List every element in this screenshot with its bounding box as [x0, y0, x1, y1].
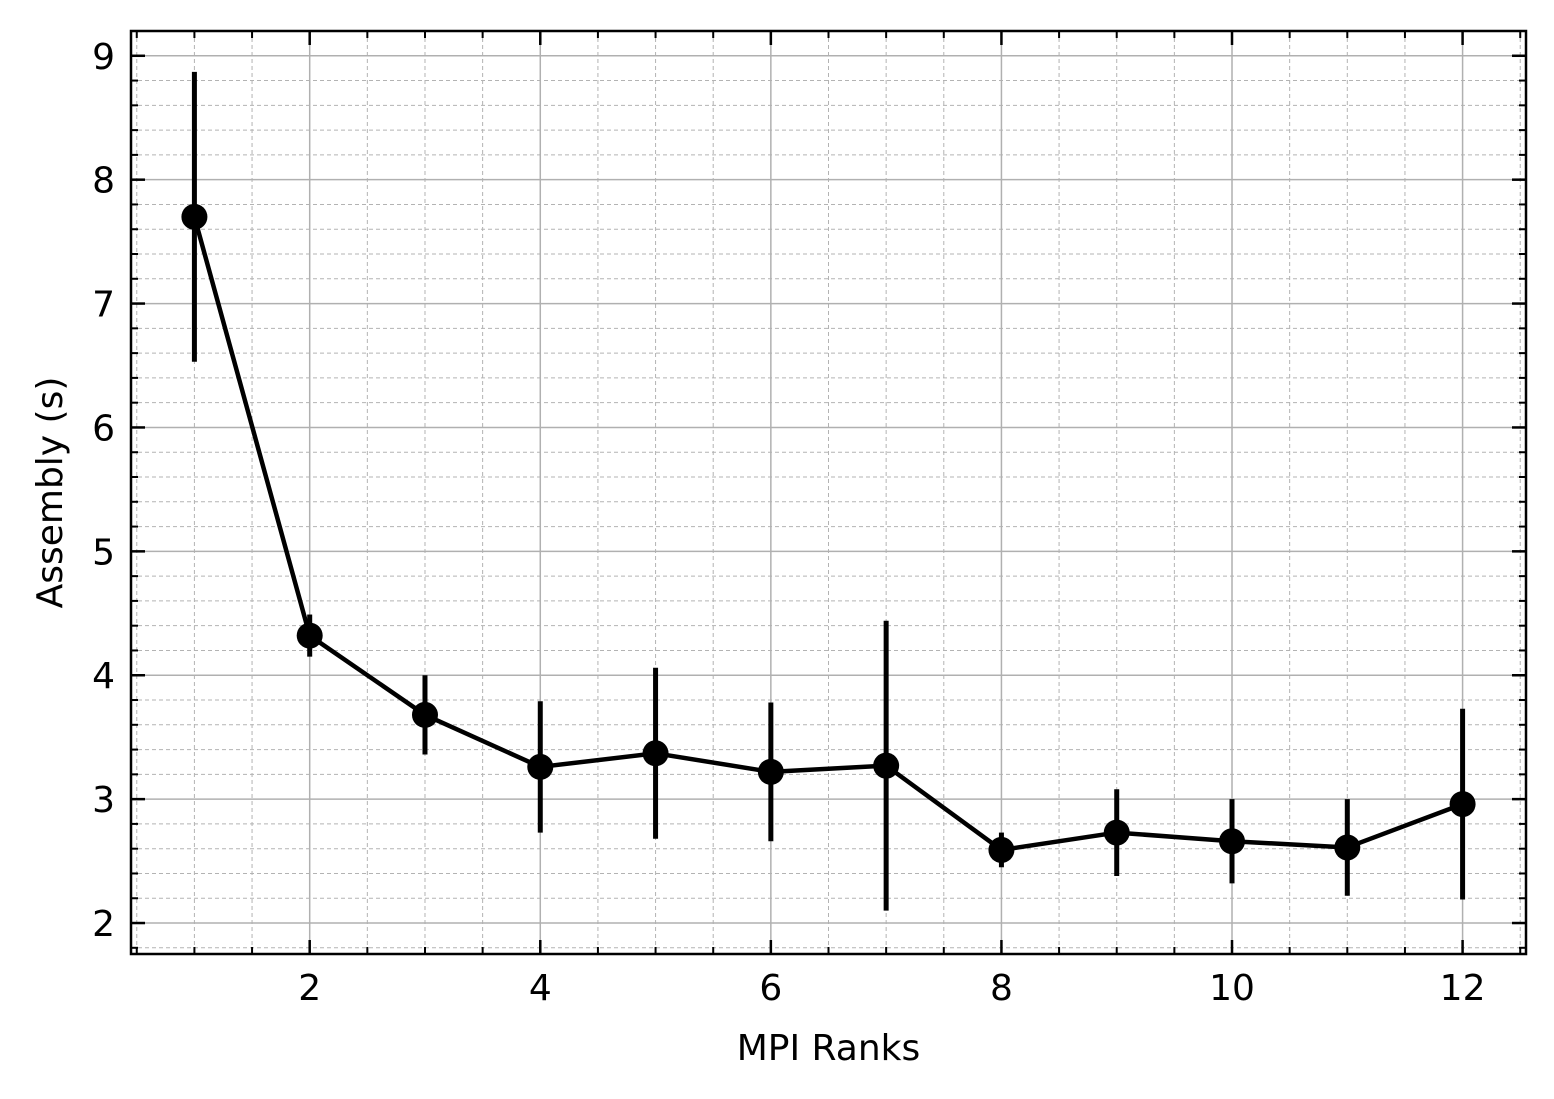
series-line-group: [192, 216, 1464, 853]
y-tick-label: 3: [92, 780, 115, 821]
axis-ticks: [131, 30, 1526, 954]
y-tick-label: 9: [92, 37, 115, 78]
x-tick-label: 10: [1209, 968, 1255, 1009]
y-tick-label: 7: [92, 285, 115, 326]
y-axis-label: Assembly (s): [30, 377, 71, 609]
data-point: [296, 622, 323, 649]
x-tick-label: 8: [990, 968, 1013, 1009]
y-tick-label: 8: [92, 161, 115, 202]
x-axis-label: MPI Ranks: [737, 1028, 921, 1069]
x-tick-label: 2: [298, 968, 321, 1009]
data-point: [642, 740, 669, 767]
y-tick-label: 4: [92, 656, 115, 697]
data-point: [988, 836, 1015, 863]
y-tick-labels: 2 3 4 5 6 7 8 9: [92, 37, 115, 945]
y-tick-label: 2: [92, 904, 115, 945]
error-bars: [191, 71, 1466, 911]
data-points: [181, 203, 1476, 863]
y-tick-label: 5: [92, 532, 115, 573]
data-point: [1103, 819, 1130, 846]
series-line: [192, 216, 1464, 853]
x-tick-labels: 2 4 6 8 10 12: [298, 968, 1485, 1009]
x-tick-label: 4: [529, 968, 552, 1009]
data-point: [1449, 791, 1476, 818]
data-point: [873, 752, 900, 779]
data-point: [1219, 828, 1246, 855]
data-point: [411, 701, 438, 728]
data-point: [181, 203, 208, 230]
data-point: [757, 758, 784, 785]
x-tick-label: 12: [1440, 968, 1486, 1009]
data-point: [1334, 834, 1361, 861]
data-point: [527, 753, 554, 780]
x-tick-label: 6: [759, 968, 782, 1009]
minor-grid: [131, 30, 1526, 954]
y-tick-label: 6: [92, 408, 115, 449]
